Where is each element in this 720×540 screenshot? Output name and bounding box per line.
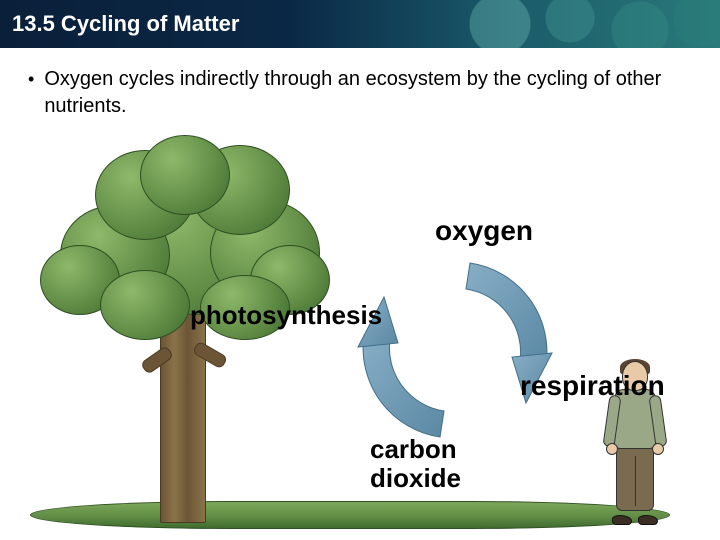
- tree-trunk: [160, 313, 206, 523]
- cycle-arrows: [340, 235, 570, 465]
- oxygen-cycle-diagram: oxygen photosynthesis respiration carbon…: [0, 135, 720, 535]
- slide-title: 13.5 Cycling of Matter: [12, 11, 239, 37]
- header-decoration: [440, 0, 720, 48]
- label-carbon-dioxide: carbon dioxide: [370, 435, 510, 492]
- content-area: • Oxygen cycles indirectly through an ec…: [0, 48, 720, 120]
- label-photosynthesis: photosynthesis: [190, 300, 382, 331]
- ground: [30, 501, 670, 529]
- label-oxygen: oxygen: [435, 215, 533, 247]
- bullet-text: Oxygen cycles indirectly through an ecos…: [44, 66, 692, 120]
- slide-header: 13.5 Cycling of Matter: [0, 0, 720, 48]
- bullet-marker: •: [28, 68, 34, 91]
- bullet-item: • Oxygen cycles indirectly through an ec…: [28, 66, 692, 120]
- label-respiration: respiration: [520, 370, 665, 402]
